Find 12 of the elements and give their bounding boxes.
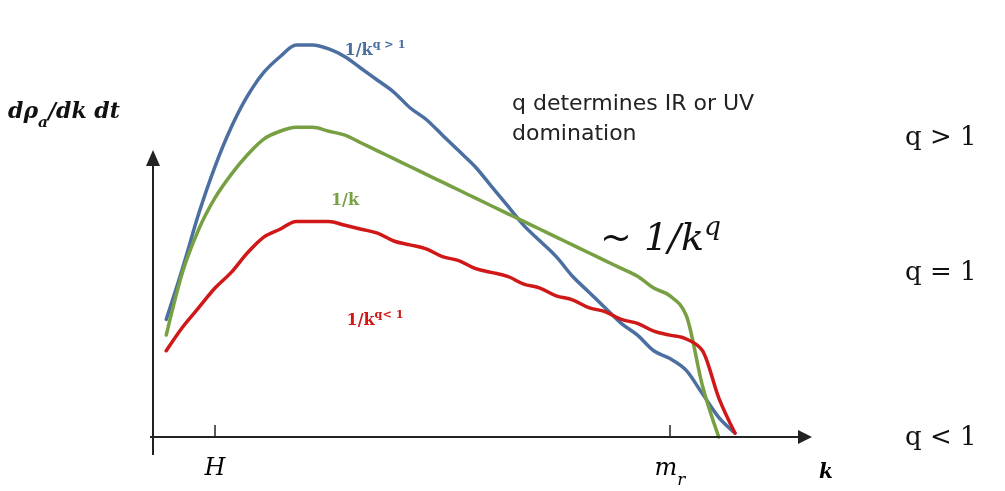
text: q > 1 xyxy=(905,121,977,151)
text: q = 1 xyxy=(905,256,977,286)
x-tick-label: m$_{r}$ xyxy=(654,453,687,489)
text: 1/k$^{q< 1}$ xyxy=(346,307,404,329)
annotation: q determines IR or UV domination xyxy=(512,90,755,145)
text: 1/k xyxy=(330,190,360,209)
x-axis-title: k xyxy=(819,459,833,483)
annotation: ~ 1/k$^{q}$ xyxy=(600,209,721,259)
series-label: 1/k$^{q > 1}$ xyxy=(344,37,406,59)
text: q < 1 xyxy=(905,421,977,451)
y-axis-title: dρ$_{a}$/dk dt xyxy=(8,97,120,131)
x-tick-label: H xyxy=(203,453,227,481)
